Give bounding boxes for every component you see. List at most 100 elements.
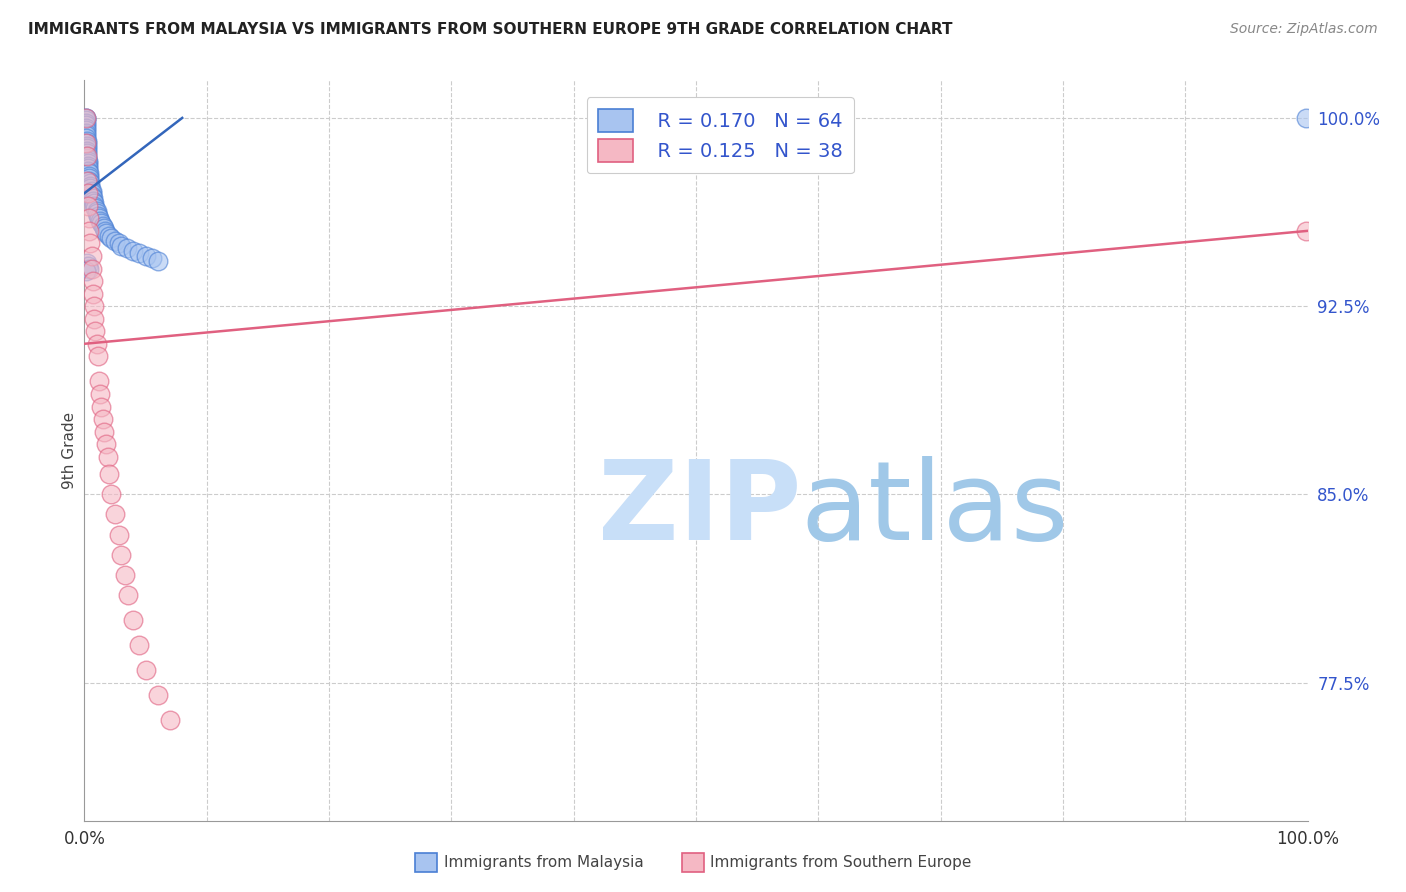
Point xyxy=(94,224,117,238)
Point xyxy=(80,186,103,201)
Point xyxy=(83,311,105,326)
Point xyxy=(75,116,97,130)
Point xyxy=(76,148,98,162)
Legend:   R = 0.170   N = 64,   R = 0.125   N = 38: R = 0.170 N = 64, R = 0.125 N = 38 xyxy=(586,97,855,173)
Point xyxy=(77,261,100,276)
Point xyxy=(75,119,97,133)
Point xyxy=(76,151,98,165)
Point xyxy=(77,224,100,238)
Point xyxy=(1295,224,1317,238)
Point xyxy=(107,527,129,541)
Point xyxy=(87,209,110,223)
Point xyxy=(75,123,97,137)
Point xyxy=(76,148,98,162)
Point xyxy=(76,141,98,155)
Point xyxy=(82,194,104,208)
Point xyxy=(76,138,98,153)
Point xyxy=(104,508,127,522)
Point xyxy=(75,126,97,140)
Point xyxy=(90,216,112,230)
Point xyxy=(110,239,132,253)
Point xyxy=(75,111,97,125)
Point xyxy=(93,425,115,439)
Point xyxy=(146,688,169,702)
Point xyxy=(77,171,100,186)
Point xyxy=(77,156,100,170)
Point xyxy=(91,219,114,233)
Point xyxy=(115,242,138,256)
Point xyxy=(82,274,104,288)
Point xyxy=(76,174,98,188)
Point xyxy=(79,176,101,190)
Text: ZIP: ZIP xyxy=(598,456,801,563)
Point xyxy=(76,146,98,161)
Point xyxy=(84,324,107,338)
Text: Immigrants from Malaysia: Immigrants from Malaysia xyxy=(444,855,644,870)
Point xyxy=(76,134,98,148)
Point xyxy=(79,236,101,251)
Text: Immigrants from Southern Europe: Immigrants from Southern Europe xyxy=(710,855,972,870)
Point xyxy=(79,181,101,195)
Point xyxy=(75,264,97,278)
Point xyxy=(77,259,100,273)
Point xyxy=(87,349,110,363)
Point xyxy=(84,201,107,215)
Point xyxy=(97,450,120,464)
Point xyxy=(117,588,139,602)
Point xyxy=(80,184,103,198)
Point xyxy=(122,613,145,627)
Point xyxy=(82,191,104,205)
Point xyxy=(135,249,157,263)
Point xyxy=(96,227,118,241)
Point xyxy=(86,206,108,220)
Point xyxy=(80,261,103,276)
Point xyxy=(80,188,103,202)
Point xyxy=(141,252,163,266)
Text: Source: ZipAtlas.com: Source: ZipAtlas.com xyxy=(1230,22,1378,37)
Point xyxy=(75,111,97,125)
Point xyxy=(128,246,150,260)
Point xyxy=(89,214,111,228)
Point xyxy=(77,169,100,183)
Point xyxy=(100,231,122,245)
Point xyxy=(86,203,108,218)
Point xyxy=(76,144,98,158)
Point xyxy=(97,228,120,243)
Point xyxy=(114,567,136,582)
Point xyxy=(77,186,100,201)
Point xyxy=(96,437,118,451)
Point xyxy=(75,120,97,135)
Point xyxy=(77,161,100,175)
Point xyxy=(100,487,122,501)
Point xyxy=(90,400,112,414)
Point xyxy=(1295,111,1317,125)
Point xyxy=(135,663,157,677)
Text: atlas: atlas xyxy=(800,456,1069,563)
Point xyxy=(77,199,100,213)
Text: IMMIGRANTS FROM MALAYSIA VS IMMIGRANTS FROM SOUTHERN EUROPE 9TH GRADE CORRELATIO: IMMIGRANTS FROM MALAYSIA VS IMMIGRANTS F… xyxy=(28,22,953,37)
Point xyxy=(87,375,110,389)
Point xyxy=(146,254,169,268)
Point xyxy=(75,136,97,150)
Point xyxy=(76,256,98,270)
Point xyxy=(77,166,100,180)
Point xyxy=(75,131,97,145)
Point xyxy=(80,249,103,263)
Point xyxy=(77,153,100,168)
Point xyxy=(83,199,105,213)
Point xyxy=(110,548,132,562)
Point xyxy=(77,163,100,178)
Point xyxy=(122,244,145,258)
Point xyxy=(87,211,110,226)
Point xyxy=(89,387,111,401)
Y-axis label: 9th Grade: 9th Grade xyxy=(62,412,77,489)
Point xyxy=(91,412,114,426)
Point xyxy=(83,299,105,313)
Point xyxy=(75,128,97,143)
Point xyxy=(128,638,150,652)
Point xyxy=(104,234,127,248)
Point xyxy=(86,336,108,351)
Point xyxy=(79,178,101,193)
Point xyxy=(82,286,104,301)
Point xyxy=(93,221,115,235)
